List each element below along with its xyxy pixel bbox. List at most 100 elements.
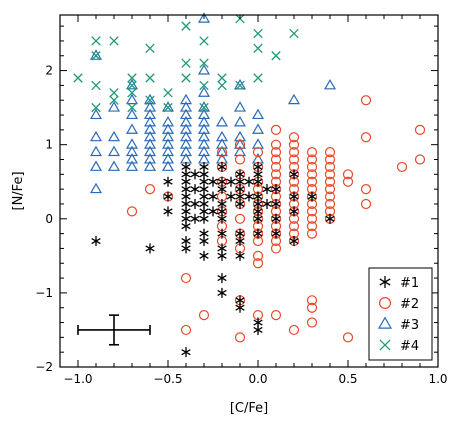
data-point [197, 12, 211, 23]
data-point [288, 221, 300, 232]
data-point [163, 102, 173, 113]
data-point [233, 78, 247, 90]
data-point [143, 153, 157, 164]
data-point [127, 88, 137, 98]
data-point [190, 198, 200, 209]
data-point [179, 145, 193, 157]
x-axis-label: [C/Fe] [230, 401, 268, 416]
data-point [89, 160, 103, 171]
data-point [89, 108, 103, 120]
data-point [144, 184, 156, 195]
data-point [288, 146, 300, 158]
data-point [163, 176, 173, 187]
y-tick-label: 2 [45, 64, 53, 78]
data-point [91, 102, 101, 113]
data-point [270, 169, 282, 180]
data-point [270, 310, 282, 321]
data-point [360, 198, 372, 210]
data-point [253, 228, 263, 239]
data-point [324, 198, 336, 210]
data-point [235, 80, 245, 91]
data-point [217, 73, 227, 83]
data-point [181, 58, 191, 68]
data-point [199, 236, 209, 247]
data-point [143, 160, 157, 171]
data-point [199, 58, 209, 68]
data-point [325, 213, 335, 224]
data-point [197, 123, 211, 134]
data-point [91, 51, 101, 61]
data-point [217, 213, 227, 224]
data-point [179, 93, 193, 105]
data-point [197, 145, 211, 157]
x-tick-label: 0.5 [338, 372, 357, 386]
data-point [288, 324, 300, 336]
data-point [199, 36, 209, 46]
data-point [107, 130, 121, 142]
data-point [324, 146, 336, 158]
data-point [145, 43, 155, 54]
y-tick-label: 0 [45, 212, 53, 226]
data-point [197, 130, 211, 142]
legend-marker [379, 276, 391, 288]
data-point [244, 176, 254, 187]
data-point [271, 184, 281, 195]
data-point [179, 123, 193, 134]
data-point [270, 243, 282, 254]
x-tick-label: 1.0 [428, 372, 447, 386]
data-point [143, 108, 157, 120]
legend-box [368, 267, 433, 361]
data-point [143, 138, 157, 149]
data-point [89, 145, 103, 157]
y-tick-label: 1 [45, 138, 53, 152]
data-point [289, 206, 299, 217]
data-point [262, 184, 272, 195]
data-point [342, 332, 354, 343]
data-point [208, 206, 218, 217]
data-point [306, 161, 318, 173]
data-point [145, 73, 155, 83]
data-point [307, 191, 317, 202]
data-point [125, 123, 139, 134]
data-point [161, 123, 175, 134]
data-point [253, 73, 263, 83]
axis-labels: [C/Fe] [N/Fe] [11, 171, 268, 416]
data-point [180, 324, 192, 336]
legend-marker [379, 297, 392, 310]
data-point [252, 250, 264, 261]
legend-entry: #1 [379, 276, 419, 291]
data-point [199, 250, 209, 261]
data-point [217, 184, 227, 195]
data-point [197, 86, 211, 97]
typical-error-bar [77, 314, 151, 346]
data-point [73, 73, 83, 83]
data-point [289, 28, 299, 39]
data-point [306, 146, 318, 158]
data-point [217, 287, 227, 298]
data-point [289, 191, 299, 202]
data-point [107, 160, 121, 171]
data-point [234, 213, 246, 224]
data-point [306, 206, 318, 217]
legend-marker [379, 339, 391, 351]
data-point [233, 116, 247, 127]
data-point [143, 145, 157, 157]
data-point [179, 116, 193, 127]
data-point [125, 138, 139, 149]
data-point [125, 145, 139, 157]
data-point [414, 124, 426, 135]
data-point [360, 132, 372, 143]
data-point [145, 95, 155, 105]
data-point [306, 154, 318, 165]
data-point [198, 310, 210, 321]
legend-entry: #2 [379, 297, 419, 312]
data-point [324, 169, 336, 180]
data-point [288, 132, 300, 143]
data-point [199, 80, 209, 91]
data-point [208, 176, 218, 187]
plot-axes [59, 14, 439, 368]
plot-points [73, 12, 426, 358]
x-tick-label: −0.5 [153, 372, 182, 386]
data-point [126, 206, 138, 217]
data-point [288, 139, 300, 150]
